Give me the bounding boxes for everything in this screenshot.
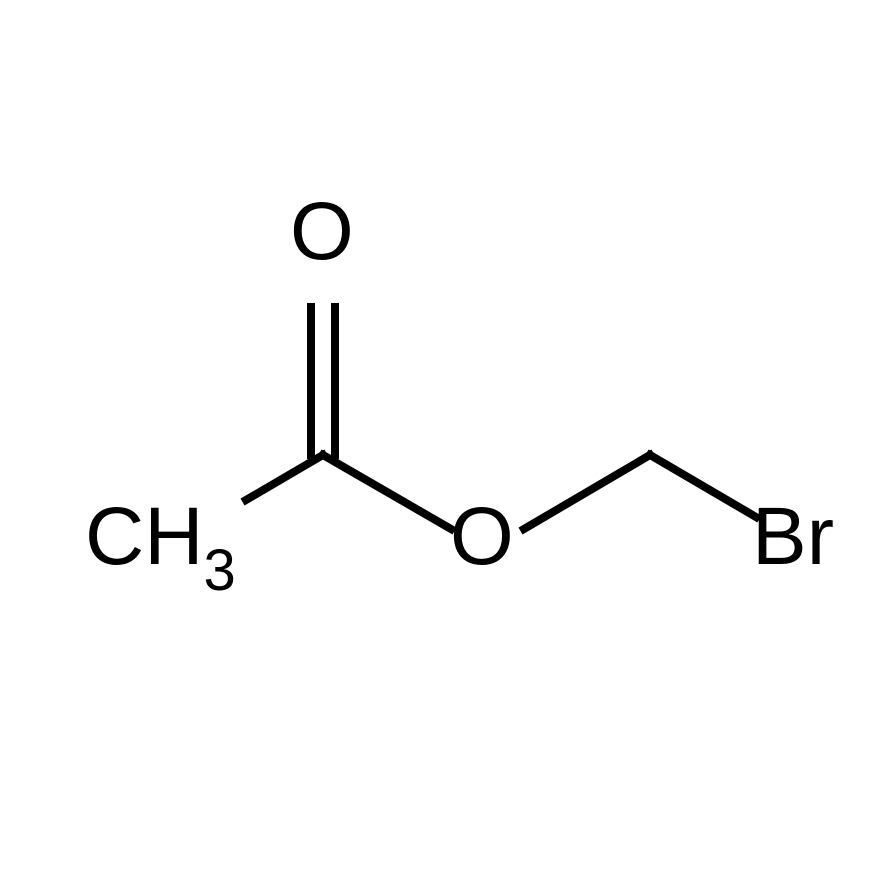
bond-c-to-ester-o bbox=[323, 455, 451, 529]
bond-layer bbox=[0, 0, 890, 890]
bond-ch3-to-c bbox=[246, 455, 323, 500]
atom-label-ch3: CH3 bbox=[85, 490, 236, 595]
atom-ch3-sub: 3 bbox=[203, 538, 235, 603]
bond-ch2-to-br bbox=[650, 455, 756, 517]
bond-ester-o-to-ch2 bbox=[524, 455, 650, 529]
atom-label-ester-o: O bbox=[450, 490, 514, 584]
atom-label-carbonyl-o: O bbox=[290, 185, 354, 279]
atom-br-text: Br bbox=[752, 491, 834, 582]
atom-carbonyl-o-text: O bbox=[290, 186, 354, 277]
atom-ester-o-text: O bbox=[450, 491, 514, 582]
atom-ch3-text: CH bbox=[85, 491, 203, 582]
chemical-structure-diagram: CH3 O O Br bbox=[0, 0, 890, 890]
atom-label-br: Br bbox=[752, 490, 834, 584]
